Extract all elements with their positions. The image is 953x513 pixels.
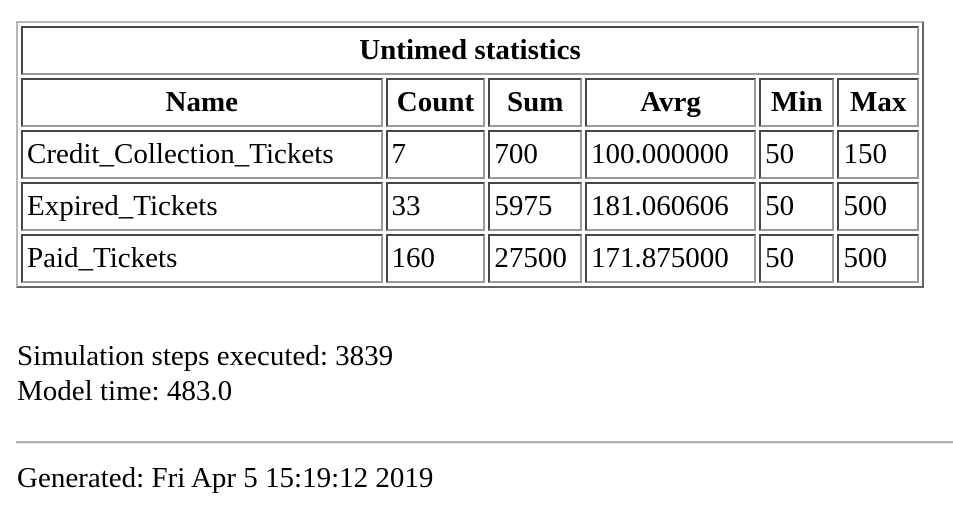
model-time-label: Model time: <box>17 375 160 407</box>
table-row: Expired_Tickets 33 5975 181.060606 50 50… <box>21 182 919 231</box>
cell-sum: 5975 <box>488 182 583 231</box>
simulation-steps-value: 3839 <box>335 340 394 372</box>
cell-count: 160 <box>385 234 486 283</box>
cell-min: 50 <box>759 182 835 231</box>
cell-count: 7 <box>385 130 486 179</box>
cell-avrg: 181.060606 <box>585 182 757 231</box>
column-header-count: Count <box>385 78 486 127</box>
cell-count: 33 <box>385 182 486 231</box>
column-header-max: Max <box>837 78 919 127</box>
cell-min: 50 <box>759 130 835 179</box>
cell-max: 500 <box>837 182 919 231</box>
cell-sum: 700 <box>488 130 583 179</box>
cell-name: Expired_Tickets <box>21 182 383 231</box>
cell-name: Paid_Tickets <box>21 234 383 283</box>
cell-min: 50 <box>759 234 835 283</box>
simulation-steps-label: Simulation steps executed: <box>17 340 328 372</box>
table-title-row: Untimed statistics <box>21 26 919 75</box>
model-time-value: 483.0 <box>166 375 233 407</box>
column-header-name: Name <box>21 78 383 127</box>
model-time-line: Model time: 483.0 <box>17 374 393 409</box>
untimed-statistics-table: Untimed statistics Name Count Sum Avrg M… <box>16 21 924 288</box>
table-row: Paid_Tickets 160 27500 171.875000 50 500 <box>21 234 919 283</box>
cell-avrg: 100.000000 <box>585 130 757 179</box>
cell-name: Credit_Collection_Tickets <box>21 130 383 179</box>
generated-label: Generated: <box>17 462 145 494</box>
table-row: Credit_Collection_Tickets 7 700 100.0000… <box>21 130 919 179</box>
table-title: Untimed statistics <box>21 26 919 75</box>
table-header-row: Name Count Sum Avrg Min Max <box>21 78 919 127</box>
generated-timestamp: Generated: Fri Apr 5 15:19:12 2019 <box>17 462 433 495</box>
generated-value: Fri Apr 5 15:19:12 2019 <box>151 462 434 494</box>
horizontal-rule <box>16 441 953 444</box>
cell-max: 150 <box>837 130 919 179</box>
cell-sum: 27500 <box>488 234 583 283</box>
column-header-avrg: Avrg <box>585 78 757 127</box>
cell-avrg: 171.875000 <box>585 234 757 283</box>
cell-max: 500 <box>837 234 919 283</box>
column-header-sum: Sum <box>488 78 583 127</box>
simulation-summary: Simulation steps executed: 3839 Model ti… <box>17 339 393 409</box>
column-header-min: Min <box>759 78 835 127</box>
simulation-steps-line: Simulation steps executed: 3839 <box>17 339 393 374</box>
